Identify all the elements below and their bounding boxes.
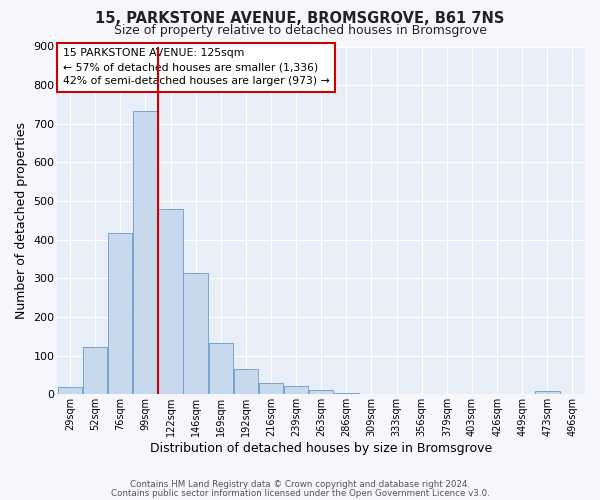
Bar: [309, 390, 334, 394]
Bar: [284, 386, 308, 394]
Text: 15 PARKSTONE AVENUE: 125sqm
← 57% of detached houses are smaller (1,336)
42% of : 15 PARKSTONE AVENUE: 125sqm ← 57% of det…: [63, 48, 329, 86]
Text: Contains public sector information licensed under the Open Government Licence v3: Contains public sector information licen…: [110, 488, 490, 498]
Text: Contains HM Land Registry data © Crown copyright and database right 2024.: Contains HM Land Registry data © Crown c…: [130, 480, 470, 489]
Bar: [108, 233, 133, 394]
Bar: [535, 391, 560, 394]
Bar: [259, 384, 283, 394]
Text: Size of property relative to detached houses in Bromsgrove: Size of property relative to detached ho…: [113, 24, 487, 37]
Bar: [158, 209, 182, 394]
X-axis label: Distribution of detached houses by size in Bromsgrove: Distribution of detached houses by size …: [150, 442, 493, 455]
Bar: [83, 347, 107, 395]
Bar: [133, 111, 158, 395]
Bar: [209, 343, 233, 394]
Y-axis label: Number of detached properties: Number of detached properties: [15, 122, 28, 319]
Bar: [334, 393, 359, 394]
Bar: [233, 369, 258, 394]
Bar: [58, 386, 82, 394]
Text: 15, PARKSTONE AVENUE, BROMSGROVE, B61 7NS: 15, PARKSTONE AVENUE, BROMSGROVE, B61 7N…: [95, 11, 505, 26]
Bar: [184, 272, 208, 394]
